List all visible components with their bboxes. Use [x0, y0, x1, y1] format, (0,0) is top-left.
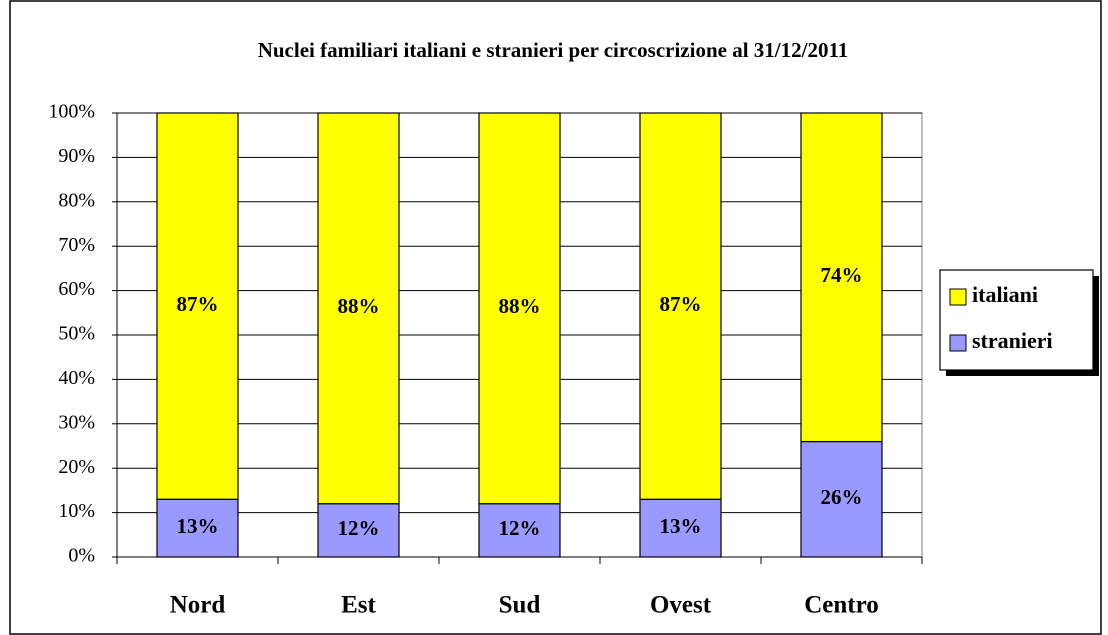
- x-tick-label: Est: [341, 592, 376, 619]
- data-label: 74%: [821, 263, 863, 287]
- x-tick-label: Centro: [804, 592, 879, 619]
- data-label: 88%: [499, 294, 541, 318]
- y-tick-label: 100%: [48, 101, 95, 123]
- x-tick-label: Nord: [170, 592, 226, 619]
- bar-segment: [639, 112, 722, 500]
- bar-segment: [317, 503, 400, 558]
- x-tick-label: Ovest: [650, 592, 712, 619]
- y-tick-label: 30%: [58, 411, 95, 433]
- data-label: 88%: [338, 294, 380, 318]
- y-tick-label: 40%: [58, 367, 95, 389]
- legend-swatch: [949, 334, 967, 352]
- bar-segment: [800, 112, 883, 443]
- y-tick-label: 20%: [58, 456, 95, 478]
- y-tick-label: 60%: [58, 278, 95, 300]
- chart-title: Nuclei familiari italiani e stranieri pe…: [258, 38, 849, 62]
- bar-segment: [639, 498, 722, 558]
- legend-box: [939, 269, 1094, 371]
- bar-segment: [156, 112, 239, 500]
- x-tick-label: Sud: [499, 592, 541, 619]
- legend-label: stranieri: [972, 328, 1053, 353]
- data-label: 12%: [499, 516, 541, 540]
- legend-label: italiani: [972, 282, 1038, 307]
- data-label: 87%: [660, 292, 702, 316]
- y-tick-label: 10%: [58, 500, 95, 522]
- data-label: 87%: [177, 292, 219, 316]
- y-tick-label: 80%: [58, 189, 95, 211]
- y-tick-label: 50%: [58, 323, 95, 345]
- bar-segment: [478, 503, 561, 558]
- data-label: 13%: [660, 514, 702, 538]
- data-label: 26%: [821, 485, 863, 509]
- data-label: 13%: [177, 514, 219, 538]
- y-tick-label: 70%: [58, 234, 95, 256]
- legend-swatch: [949, 288, 967, 306]
- bar-segment: [800, 440, 883, 558]
- bar-segment: [156, 498, 239, 558]
- y-tick-label: 90%: [58, 145, 95, 167]
- bar-segment: [317, 112, 400, 505]
- y-tick-label: 0%: [68, 545, 95, 567]
- bar-segment: [478, 112, 561, 505]
- data-label: 12%: [338, 516, 380, 540]
